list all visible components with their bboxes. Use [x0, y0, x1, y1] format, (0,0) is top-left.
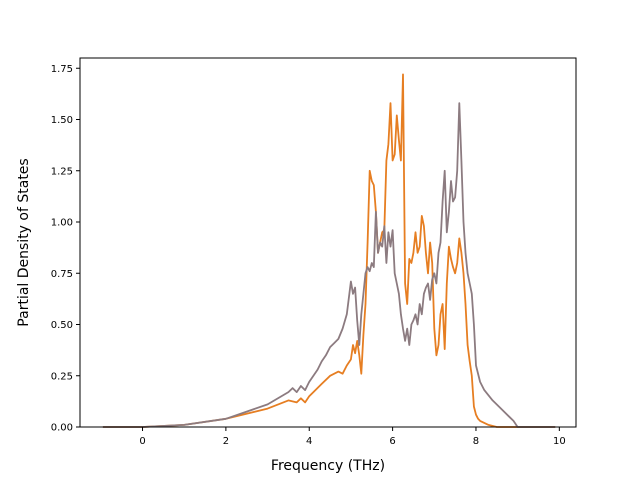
- x-tick-label: 8: [473, 436, 479, 447]
- x-axis-label: Frequency (THz): [271, 458, 385, 474]
- y-tick-label: 1.75: [51, 64, 73, 75]
- y-axis-ticks: 0.00 0.25 0.50 0.75 1.00 1.25 1.50 1.75: [51, 64, 80, 434]
- axes-frame: [79, 57, 577, 428]
- series-layer: [102, 73, 556, 428]
- y-tick-label: 0.75: [51, 269, 73, 280]
- y-tick-label: 1.25: [51, 166, 73, 177]
- y-tick-label: 0.00: [51, 423, 73, 434]
- y-tick-label: 1.50: [51, 115, 73, 126]
- y-tick-label: 0.25: [51, 371, 73, 382]
- x-axis-ticks: 0 2 4 6 8 10: [139, 427, 566, 447]
- x-tick-label: 0: [139, 436, 145, 447]
- x-tick-label: 10: [553, 436, 566, 447]
- series-line-1: [102, 73, 556, 428]
- y-axis-label: Partial Density of States: [16, 158, 32, 326]
- y-tick-label: 0.50: [51, 320, 73, 331]
- series-line-2: [102, 102, 556, 428]
- x-tick-label: 4: [306, 436, 312, 447]
- x-tick-label: 2: [223, 436, 229, 447]
- x-tick-label: 6: [389, 436, 395, 447]
- y-tick-label: 1.00: [51, 218, 73, 229]
